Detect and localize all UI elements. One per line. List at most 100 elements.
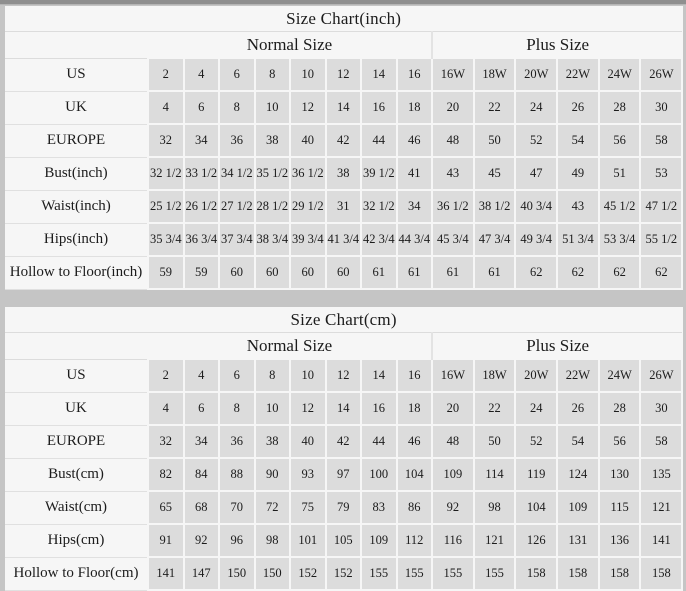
size-value-cell: 40 3/4: [514, 189, 559, 224]
row-label: UK: [5, 91, 148, 125]
size-value-cell: 37 3/4: [218, 222, 256, 257]
table-row: Hollow to Floor(inch) 59 59 60 60 60 60 61 61 61 6…: [5, 255, 684, 290]
table-row: US 2 4 6 8 10 12 14 16 16W 18W 20W 22W 24W 26W: [5, 57, 684, 92]
size-value-cell: 79: [324, 490, 362, 525]
size-value-cell: 45 1/2: [597, 189, 642, 224]
size-value-cell: 135: [639, 457, 684, 492]
size-value-cell: 4: [147, 391, 185, 426]
row-label: EUROPE: [5, 124, 148, 158]
size-value-cell: 16: [395, 358, 433, 393]
size-value-cell: 54: [556, 123, 600, 158]
size-value-cell: 40: [289, 424, 327, 459]
size-value-cell: 147: [182, 556, 220, 591]
size-value-cell: 10: [253, 90, 291, 125]
size-value-cell: 12: [289, 90, 327, 125]
size-value-cell: 46: [395, 424, 433, 459]
size-value-cell: 6: [182, 90, 220, 125]
size-value-cell: 150: [218, 556, 256, 591]
size-value-cell: 8: [218, 391, 256, 426]
table-title: Size Chart(cm): [5, 307, 683, 333]
size-value-cell: 14: [360, 57, 398, 92]
row-label: Bust(inch): [5, 157, 148, 191]
table-title-row: Size Chart(cm): [5, 307, 683, 333]
size-value-cell: 16: [395, 57, 433, 92]
size-value-cell: 24W: [597, 57, 642, 92]
size-value-cell: 25 1/2: [147, 189, 185, 224]
group-header-normal-size: Normal Size: [148, 332, 432, 360]
size-value-cell: 26: [556, 391, 600, 426]
size-value-cell: 32 1/2: [360, 189, 398, 224]
size-value-cell: 70: [218, 490, 256, 525]
size-value-cell: 62: [556, 255, 600, 290]
size-value-cell: 32: [147, 123, 185, 158]
size-value-cell: 8: [253, 358, 291, 393]
size-value-cell: 97: [324, 457, 362, 492]
size-value-cell: 6: [218, 358, 256, 393]
row-label: Hollow to Floor(cm): [5, 557, 148, 591]
size-value-cell: 26 1/2: [182, 189, 220, 224]
size-value-cell: 60: [289, 255, 327, 290]
size-value-cell: 41: [395, 156, 433, 191]
size-value-cell: 112: [395, 523, 433, 558]
table-row: Hollow to Floor(cm) 141 147 150 150 152 152 155…: [5, 556, 684, 591]
row-label: Hollow to Floor(inch): [5, 256, 148, 290]
size-value-cell: 39 1/2: [360, 156, 398, 191]
table-row: Waist(inch) 25 1/2 26 1/2 27 1/2 28 1/2 29 1/…: [5, 189, 684, 224]
size-value-cell: 48: [431, 424, 475, 459]
group-header-plus-size: Plus Size: [430, 332, 683, 360]
size-value-cell: 115: [597, 490, 642, 525]
size-value-cell: 24W: [597, 358, 642, 393]
size-value-cell: 2: [147, 358, 185, 393]
size-value-cell: 119: [514, 457, 559, 492]
size-value-cell: 62: [514, 255, 559, 290]
size-value-cell: 12: [324, 358, 362, 393]
size-value-cell: 45 3/4: [431, 222, 475, 257]
size-value-cell: 92: [431, 490, 475, 525]
size-value-cell: 51: [597, 156, 642, 191]
size-value-cell: 124: [556, 457, 600, 492]
size-value-cell: 61: [395, 255, 433, 290]
size-value-cell: 22: [472, 90, 517, 125]
size-value-cell: 38 1/2: [472, 189, 517, 224]
table-row: Hips(inch) 35 3/4 36 3/4 37 3/4 38 3/4 39 3/4…: [5, 222, 684, 257]
size-value-cell: 20: [431, 391, 475, 426]
size-value-cell: 42: [324, 123, 362, 158]
table-row: Waist(cm) 65 68 70 72 75 79 83 86 92 98 104 109 115 12…: [5, 490, 684, 525]
size-value-cell: 8: [218, 90, 256, 125]
size-value-cell: 136: [597, 523, 642, 558]
column-group-row: Normal Size Plus Size: [5, 31, 683, 59]
size-value-cell: 26W: [639, 57, 684, 92]
size-value-cell: 29 1/2: [289, 189, 327, 224]
size-value-cell: 109: [360, 523, 398, 558]
size-value-cell: 38: [324, 156, 362, 191]
size-value-cell: 18: [395, 391, 433, 426]
table-gap: [0, 290, 686, 306]
size-value-cell: 34: [182, 424, 220, 459]
size-value-cell: 31: [324, 189, 362, 224]
size-value-cell: 109: [556, 490, 600, 525]
size-value-cell: 51 3/4: [556, 222, 600, 257]
table-row: US 2 4 6 8 10 12 14 16 16W 18W 20W 22W 24W 26W: [5, 358, 684, 393]
size-value-cell: 6: [182, 391, 220, 426]
size-value-cell: 4: [147, 90, 185, 125]
size-value-cell: 155: [395, 556, 433, 591]
size-value-cell: 158: [639, 556, 684, 591]
size-value-cell: 114: [472, 457, 517, 492]
size-value-cell: 88: [218, 457, 256, 492]
size-value-cell: 59: [147, 255, 185, 290]
size-value-cell: 60: [218, 255, 256, 290]
size-value-cell: 6: [218, 57, 256, 92]
row-label: UK: [5, 392, 148, 426]
size-value-cell: 47 3/4: [472, 222, 517, 257]
size-value-cell: 12: [289, 391, 327, 426]
size-value-cell: 61: [431, 255, 475, 290]
size-value-cell: 84: [182, 457, 220, 492]
size-value-cell: 30: [639, 90, 684, 125]
size-value-cell: 52: [514, 123, 559, 158]
size-value-cell: 48: [431, 123, 475, 158]
size-value-cell: 121: [472, 523, 517, 558]
size-value-cell: 10: [253, 391, 291, 426]
size-value-cell: 96: [218, 523, 256, 558]
size-value-cell: 68: [182, 490, 220, 525]
size-value-cell: 30: [639, 391, 684, 426]
